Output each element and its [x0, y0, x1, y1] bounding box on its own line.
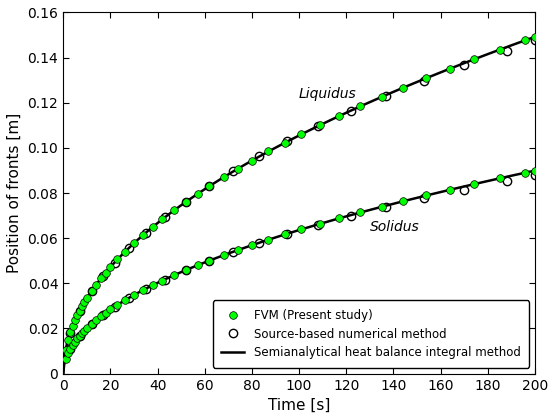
X-axis label: Time [s]: Time [s] [268, 398, 330, 413]
Text: Solidus: Solidus [370, 220, 420, 234]
Text: Liquidus: Liquidus [299, 87, 357, 101]
Legend: FVM (Present study), Source-based numerical method, Semianalytical heat balance : FVM (Present study), Source-based numeri… [213, 300, 529, 368]
Y-axis label: Position of fronts [m]: Position of fronts [m] [7, 113, 22, 273]
